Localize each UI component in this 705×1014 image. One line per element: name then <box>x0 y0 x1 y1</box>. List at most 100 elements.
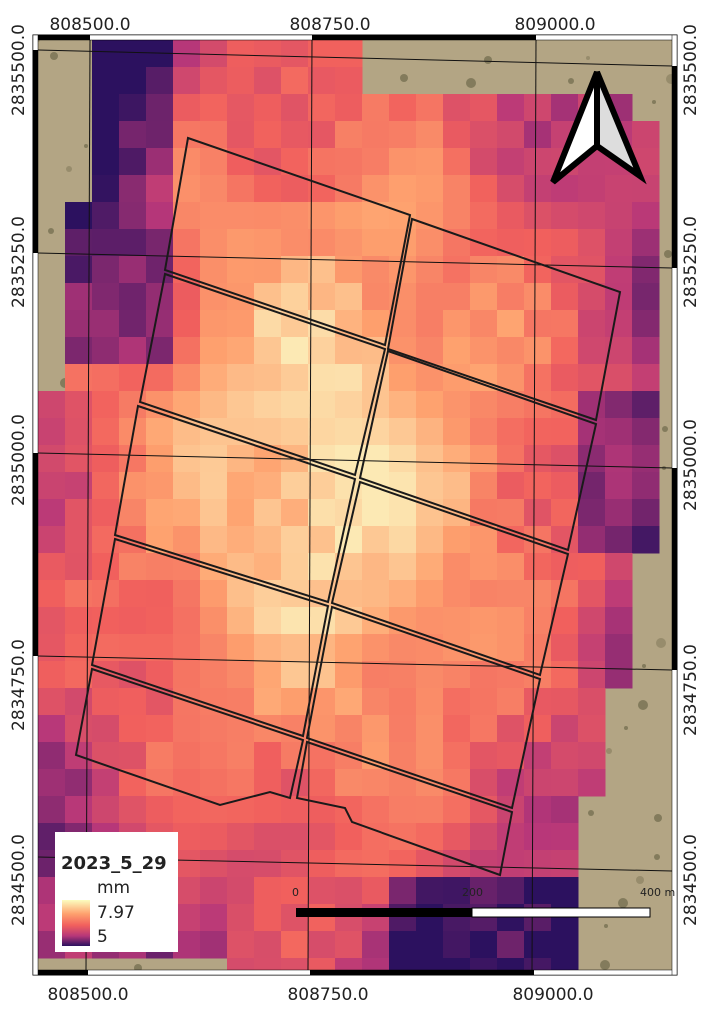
raster-cell <box>146 364 174 392</box>
raster-cell <box>146 202 174 230</box>
raster-cell <box>632 499 660 527</box>
raster-cell <box>362 580 390 608</box>
raster-cell <box>335 175 363 203</box>
raster-cell <box>497 445 525 473</box>
raster-cell <box>227 769 255 797</box>
raster-cell <box>254 526 282 554</box>
raster-cell <box>227 94 255 122</box>
raster-cell <box>173 607 201 635</box>
raster-cell <box>173 742 201 770</box>
raster-cell <box>578 715 606 743</box>
raster-cell <box>38 499 66 527</box>
raster-cell <box>632 445 660 473</box>
raster-cell <box>551 688 579 716</box>
raster-cell <box>416 526 444 554</box>
raster-cell <box>92 499 120 527</box>
legend-min: 5 <box>97 927 108 947</box>
raster-cell <box>551 337 579 365</box>
raster-cell <box>362 121 390 149</box>
raster-cell <box>146 67 174 95</box>
raster-cell <box>389 715 417 743</box>
legend-unit: mm <box>97 878 130 898</box>
raster-cell <box>497 202 525 230</box>
raster-cell <box>551 931 579 959</box>
raster-cell <box>470 337 498 365</box>
raster-cell <box>227 742 255 770</box>
raster-cell <box>92 283 120 311</box>
raster-cell <box>389 661 417 689</box>
raster-cell <box>227 256 255 284</box>
vegetation <box>606 748 612 754</box>
raster-cell <box>119 769 147 797</box>
raster-cell <box>605 175 633 203</box>
scale-segment <box>296 908 472 917</box>
raster-cell <box>416 553 444 581</box>
raster-cell <box>551 445 579 473</box>
raster-cell <box>38 607 66 635</box>
raster-cell <box>281 391 309 419</box>
raster-cell <box>470 310 498 338</box>
raster-cell <box>335 94 363 122</box>
raster-cell <box>578 661 606 689</box>
raster-cell <box>389 688 417 716</box>
raster-cell <box>632 175 660 203</box>
vegetation <box>604 924 608 928</box>
raster-cell <box>227 661 255 689</box>
raster-cell <box>362 634 390 662</box>
raster-cell <box>308 553 336 581</box>
raster-cell <box>362 175 390 203</box>
raster-cell <box>335 67 363 95</box>
raster-cell <box>416 310 444 338</box>
raster-cell <box>416 472 444 500</box>
raster-cell <box>38 391 66 419</box>
vegetation <box>600 960 610 970</box>
raster-cell <box>524 445 552 473</box>
vegetation <box>638 700 648 710</box>
raster-cell <box>470 202 498 230</box>
raster-cell <box>254 364 282 392</box>
raster-cell <box>254 688 282 716</box>
raster-cell <box>335 823 363 851</box>
vegetation <box>66 166 72 172</box>
raster-cell <box>605 553 633 581</box>
raster-cell <box>200 310 228 338</box>
raster-cell <box>146 445 174 473</box>
raster-cell <box>443 472 471 500</box>
raster-cell <box>470 472 498 500</box>
raster-cell <box>605 634 633 662</box>
legend-ramp <box>62 900 90 946</box>
raster-cell <box>200 94 228 122</box>
raster-cell <box>416 391 444 419</box>
raster-cell <box>524 121 552 149</box>
raster-cell <box>497 634 525 662</box>
y-coordinate-label: 2835250.0 <box>9 216 29 308</box>
raster-cell <box>200 715 228 743</box>
raster-cell <box>92 688 120 716</box>
raster-cell <box>551 364 579 392</box>
x-coordinate-label: 808500.0 <box>47 985 128 1005</box>
raster-cell <box>200 904 228 932</box>
raster-cell <box>551 391 579 419</box>
raster-cell <box>200 661 228 689</box>
raster-cell <box>416 418 444 446</box>
vegetation <box>588 810 594 816</box>
raster-cell <box>146 148 174 176</box>
raster-cell <box>335 796 363 824</box>
raster-cell <box>119 202 147 230</box>
raster-cell <box>389 391 417 419</box>
raster-cell <box>551 796 579 824</box>
raster-cell <box>38 715 66 743</box>
raster-cell <box>551 850 579 878</box>
raster-cell <box>605 391 633 419</box>
vegetation <box>624 726 628 730</box>
scale-label: 400 m <box>640 886 675 899</box>
raster-cell <box>578 742 606 770</box>
raster-cell <box>497 877 525 905</box>
raster-cell <box>632 364 660 392</box>
raster-cell <box>362 148 390 176</box>
raster-cell <box>389 931 417 959</box>
raster-cell <box>92 148 120 176</box>
raster-cell <box>308 391 336 419</box>
raster-cell <box>605 202 633 230</box>
raster-cell <box>551 580 579 608</box>
